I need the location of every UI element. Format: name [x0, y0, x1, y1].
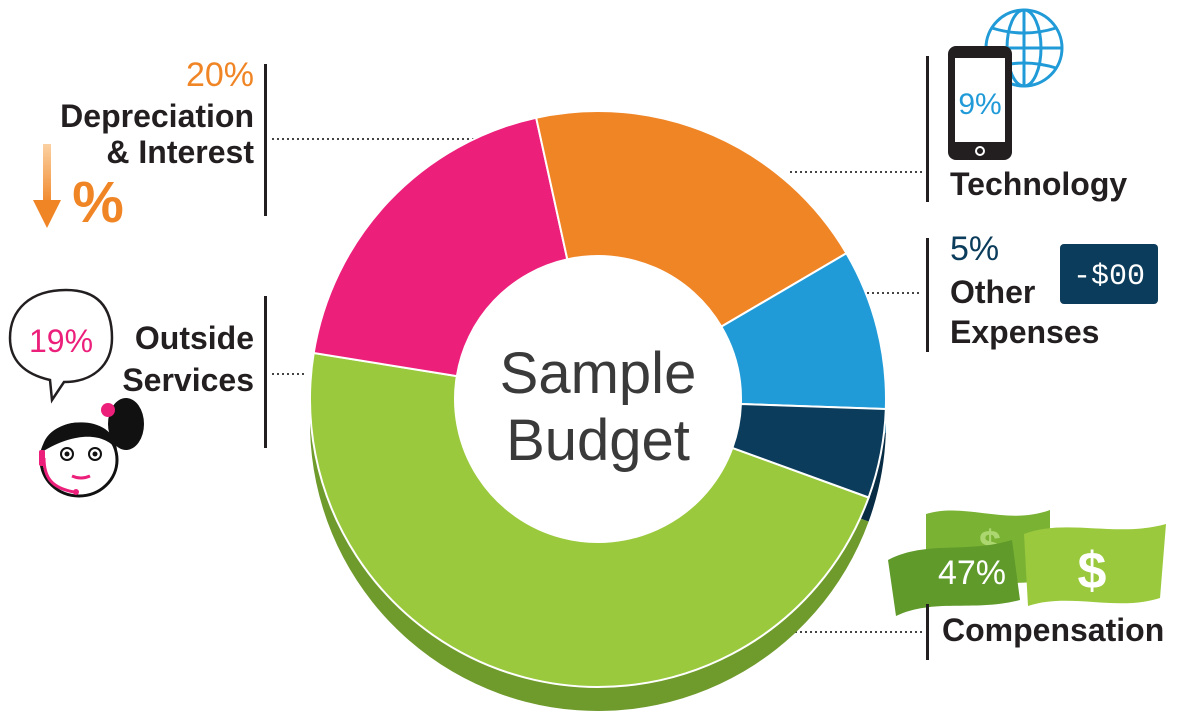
technology-pct: 9% — [958, 88, 1001, 121]
digital-display-icon: -$00 — [1060, 244, 1158, 304]
divider-technology — [926, 56, 929, 202]
smartphone-globe-icon: 9% — [948, 8, 1064, 160]
svg-text:$: $ — [1078, 542, 1107, 600]
support-agent-speech-bubble-icon: 19% — [8, 288, 144, 498]
category-depreciation-line-2: & Interest — [106, 134, 254, 170]
outside-pct: 19% — [29, 323, 93, 359]
depreciation-icon-text: % — [72, 170, 124, 232]
category-compensation: Compensation — [942, 612, 1165, 648]
category-outside-line-1: Outside — [134, 320, 254, 356]
category-technology: Technology — [950, 166, 1128, 202]
category-other-line-2: Expenses — [950, 314, 1100, 350]
category-outside-line-2: Services — [122, 362, 254, 398]
compensation-pct: 47% — [938, 554, 1006, 592]
divider-compensation — [926, 604, 929, 660]
down-arrow-percent-icon: % — [33, 144, 124, 232]
center-title-line-2: Budget — [506, 408, 690, 473]
pct-other: 5% — [950, 230, 1000, 268]
donut-hole — [455, 256, 741, 542]
center-title-line-1: Sample — [500, 341, 697, 406]
donut-slice-other-expenses — [731, 402, 887, 499]
divider-depreciation — [264, 64, 267, 216]
other-display-text: -$00 — [1073, 260, 1145, 294]
dollar-bills-icon: $ $ 47% — [888, 510, 1166, 616]
pct-depreciation: 20% — [185, 56, 254, 94]
category-depreciation-line-1: Depreciation — [60, 98, 254, 134]
category-other-line-1: Other — [950, 274, 1036, 310]
divider-other — [926, 238, 929, 352]
divider-outside — [264, 296, 267, 448]
leader-lines — [272, 138, 922, 633]
